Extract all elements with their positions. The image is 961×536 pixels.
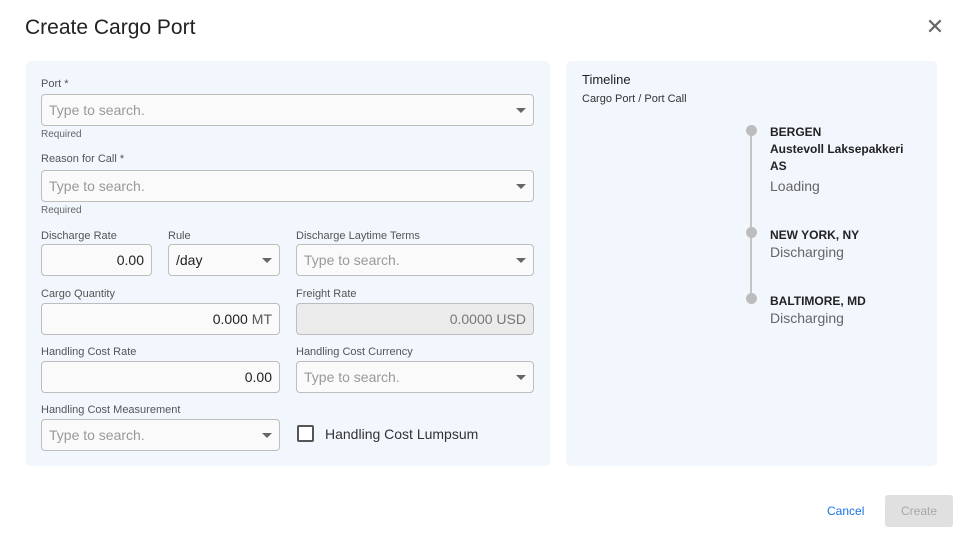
freight-rate-value: 0.0000 USD xyxy=(449,311,526,327)
discharge-rate-label: Discharge Rate xyxy=(41,230,117,242)
handling-rate-value: 0.00 xyxy=(244,369,272,385)
handling-rate-input[interactable]: 0.00 xyxy=(41,361,280,393)
handling-currency-placeholder: Type to search. xyxy=(304,369,400,385)
cargo-qty-input[interactable]: 0.000 MT xyxy=(41,303,280,335)
timeline-status: Loading xyxy=(770,178,820,194)
laytime-input[interactable]: Type to search. xyxy=(296,244,534,276)
chevron-down-icon xyxy=(262,258,272,263)
discharge-rate-value: 0.00 xyxy=(116,252,144,268)
handling-measurement-input[interactable]: Type to search. xyxy=(41,419,280,451)
timeline-dot xyxy=(746,125,757,136)
laytime-placeholder: Type to search. xyxy=(304,252,400,268)
chevron-down-icon xyxy=(516,108,526,113)
handling-currency-label: Handling Cost Currency xyxy=(296,346,413,358)
cargo-qty-label: Cargo Quantity xyxy=(41,288,115,300)
cargo-qty-value: 0.000 xyxy=(212,311,248,327)
lumpsum-checkbox[interactable] xyxy=(297,425,314,442)
handling-measurement-label: Handling Cost Measurement xyxy=(41,404,181,416)
timeline-port-name: BERGEN Austevoll Laksepakkeri AS xyxy=(770,125,904,173)
chevron-down-icon xyxy=(262,433,272,438)
port-input[interactable]: Type to search. xyxy=(41,94,534,126)
timeline-item: BALTIMORE, MD Discharging xyxy=(770,293,866,326)
handling-currency-input[interactable]: Type to search. xyxy=(296,361,534,393)
chevron-down-icon xyxy=(516,184,526,189)
rule-label: Rule xyxy=(168,230,191,242)
reason-placeholder: Type to search. xyxy=(49,178,145,194)
create-button[interactable]: Create xyxy=(885,495,953,527)
port-label: Port * xyxy=(41,78,69,90)
handling-rate-label: Handling Cost Rate xyxy=(41,346,137,358)
timeline-item: NEW YORK, NY Discharging xyxy=(770,227,859,260)
chevron-down-icon xyxy=(516,375,526,380)
handling-measurement-placeholder: Type to search. xyxy=(49,427,145,443)
reason-input[interactable]: Type to search. xyxy=(41,170,534,202)
timeline-status: Discharging xyxy=(770,244,844,260)
port-placeholder: Type to search. xyxy=(49,102,145,118)
freight-rate-input: 0.0000 USD xyxy=(296,303,534,335)
dialog-title: Create Cargo Port xyxy=(25,16,196,39)
laytime-label: Discharge Laytime Terms xyxy=(296,230,420,242)
timeline-line xyxy=(750,131,752,299)
reason-label: Reason for Call * xyxy=(41,153,125,165)
lumpsum-label[interactable]: Handling Cost Lumpsum xyxy=(325,426,479,442)
close-icon[interactable]: ✕ xyxy=(925,14,945,39)
cancel-button[interactable]: Cancel xyxy=(827,504,865,518)
timeline-item: BERGEN Austevoll Laksepakkeri AS Loading xyxy=(770,124,920,194)
port-helper: Required xyxy=(41,129,82,140)
timeline-title: Timeline xyxy=(582,72,631,87)
chevron-down-icon xyxy=(516,258,526,263)
rule-select[interactable]: /day xyxy=(168,244,280,276)
timeline-port-name: BALTIMORE, MD xyxy=(770,294,866,308)
timeline-subtitle: Cargo Port / Port Call xyxy=(582,93,687,105)
reason-helper: Required xyxy=(41,205,82,216)
timeline-dot xyxy=(746,293,757,304)
timeline-dot xyxy=(746,227,757,238)
freight-rate-label: Freight Rate xyxy=(296,288,357,300)
cargo-qty-unit: MT xyxy=(251,311,272,327)
timeline-port-name: NEW YORK, NY xyxy=(770,228,860,242)
rule-value: /day xyxy=(176,252,203,268)
timeline-status: Discharging xyxy=(770,310,844,326)
discharge-rate-input[interactable]: 0.00 xyxy=(41,244,152,276)
